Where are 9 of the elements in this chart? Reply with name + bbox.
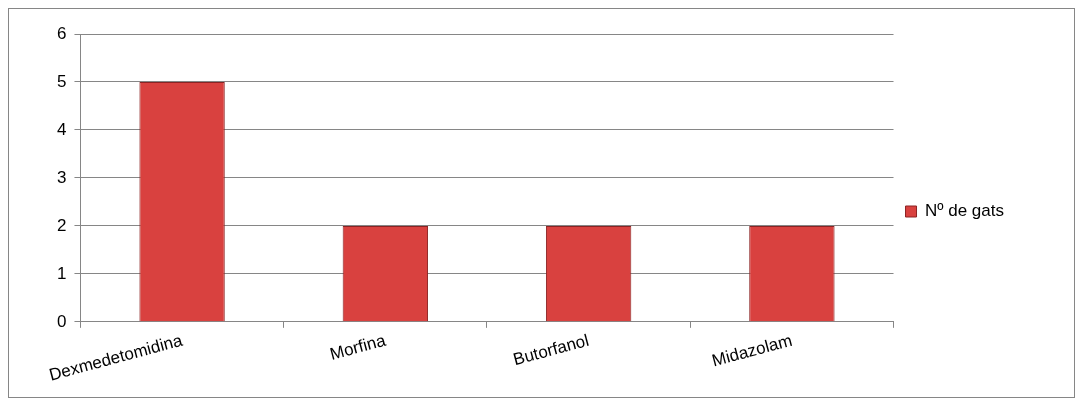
legend-label: Nº de gats <box>925 201 1005 221</box>
y-tick-label: 0 <box>56 311 67 331</box>
y-tick-label: 5 <box>56 71 67 91</box>
y-tick-label: 3 <box>56 167 67 187</box>
y-tick-label: 4 <box>56 119 67 139</box>
y-tick-label: 2 <box>56 215 67 235</box>
y-tick-label: 1 <box>56 263 67 283</box>
x-tick-label: Morfina <box>327 330 389 364</box>
y-tick-label: 6 <box>56 23 67 43</box>
